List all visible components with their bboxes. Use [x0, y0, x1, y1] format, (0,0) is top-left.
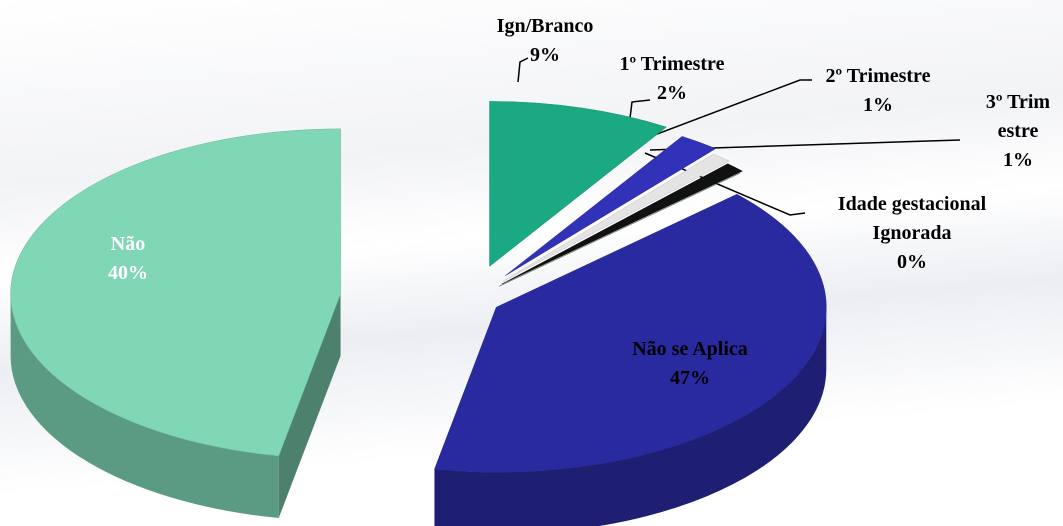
- slice-label: Idade gestacional Ignorada 0%: [797, 190, 1027, 277]
- slice-label: 1º Trimestre 2%: [572, 50, 772, 108]
- slice-tops: [10, 101, 827, 473]
- slice-label: Não se Aplica 47%: [630, 335, 750, 393]
- slice: [501, 163, 743, 285]
- leader-line: [635, 79, 812, 143]
- value-label: 1%: [863, 94, 893, 116]
- slice-face: [278, 293, 341, 518]
- value-label: 1%: [1003, 149, 1033, 171]
- category-name: Idade gestacional Ignorada: [837, 193, 987, 244]
- category-name: 3º Trimestre: [985, 91, 1051, 142]
- slice: [499, 173, 740, 287]
- value-label: 9%: [530, 44, 560, 66]
- slice: [10, 128, 341, 457]
- category-name: Não: [110, 233, 146, 255]
- slice-side: [10, 293, 279, 518]
- category-name: Ign/Branco: [496, 15, 594, 37]
- category-name: 2º Trimestre: [825, 65, 931, 87]
- slice: [502, 153, 730, 282]
- slice-label: Não 40%: [28, 230, 228, 288]
- category-name: 1º Trimestre: [619, 53, 725, 75]
- slice: [505, 136, 717, 276]
- leader-line: [517, 57, 529, 83]
- value-label: 0%: [897, 251, 927, 273]
- slice: [489, 101, 667, 267]
- slice-label: 2º Trimestre 1%: [778, 62, 978, 120]
- slice: [434, 193, 827, 473]
- value-label: 2%: [657, 82, 687, 104]
- category-name: Não se Aplica: [632, 338, 748, 360]
- value-label: 40%: [108, 262, 148, 284]
- value-label: 47%: [670, 367, 710, 389]
- slice-label: Ign/Branco 9%: [445, 12, 645, 70]
- slice-label: 3º Trimestre 1%: [985, 88, 1051, 175]
